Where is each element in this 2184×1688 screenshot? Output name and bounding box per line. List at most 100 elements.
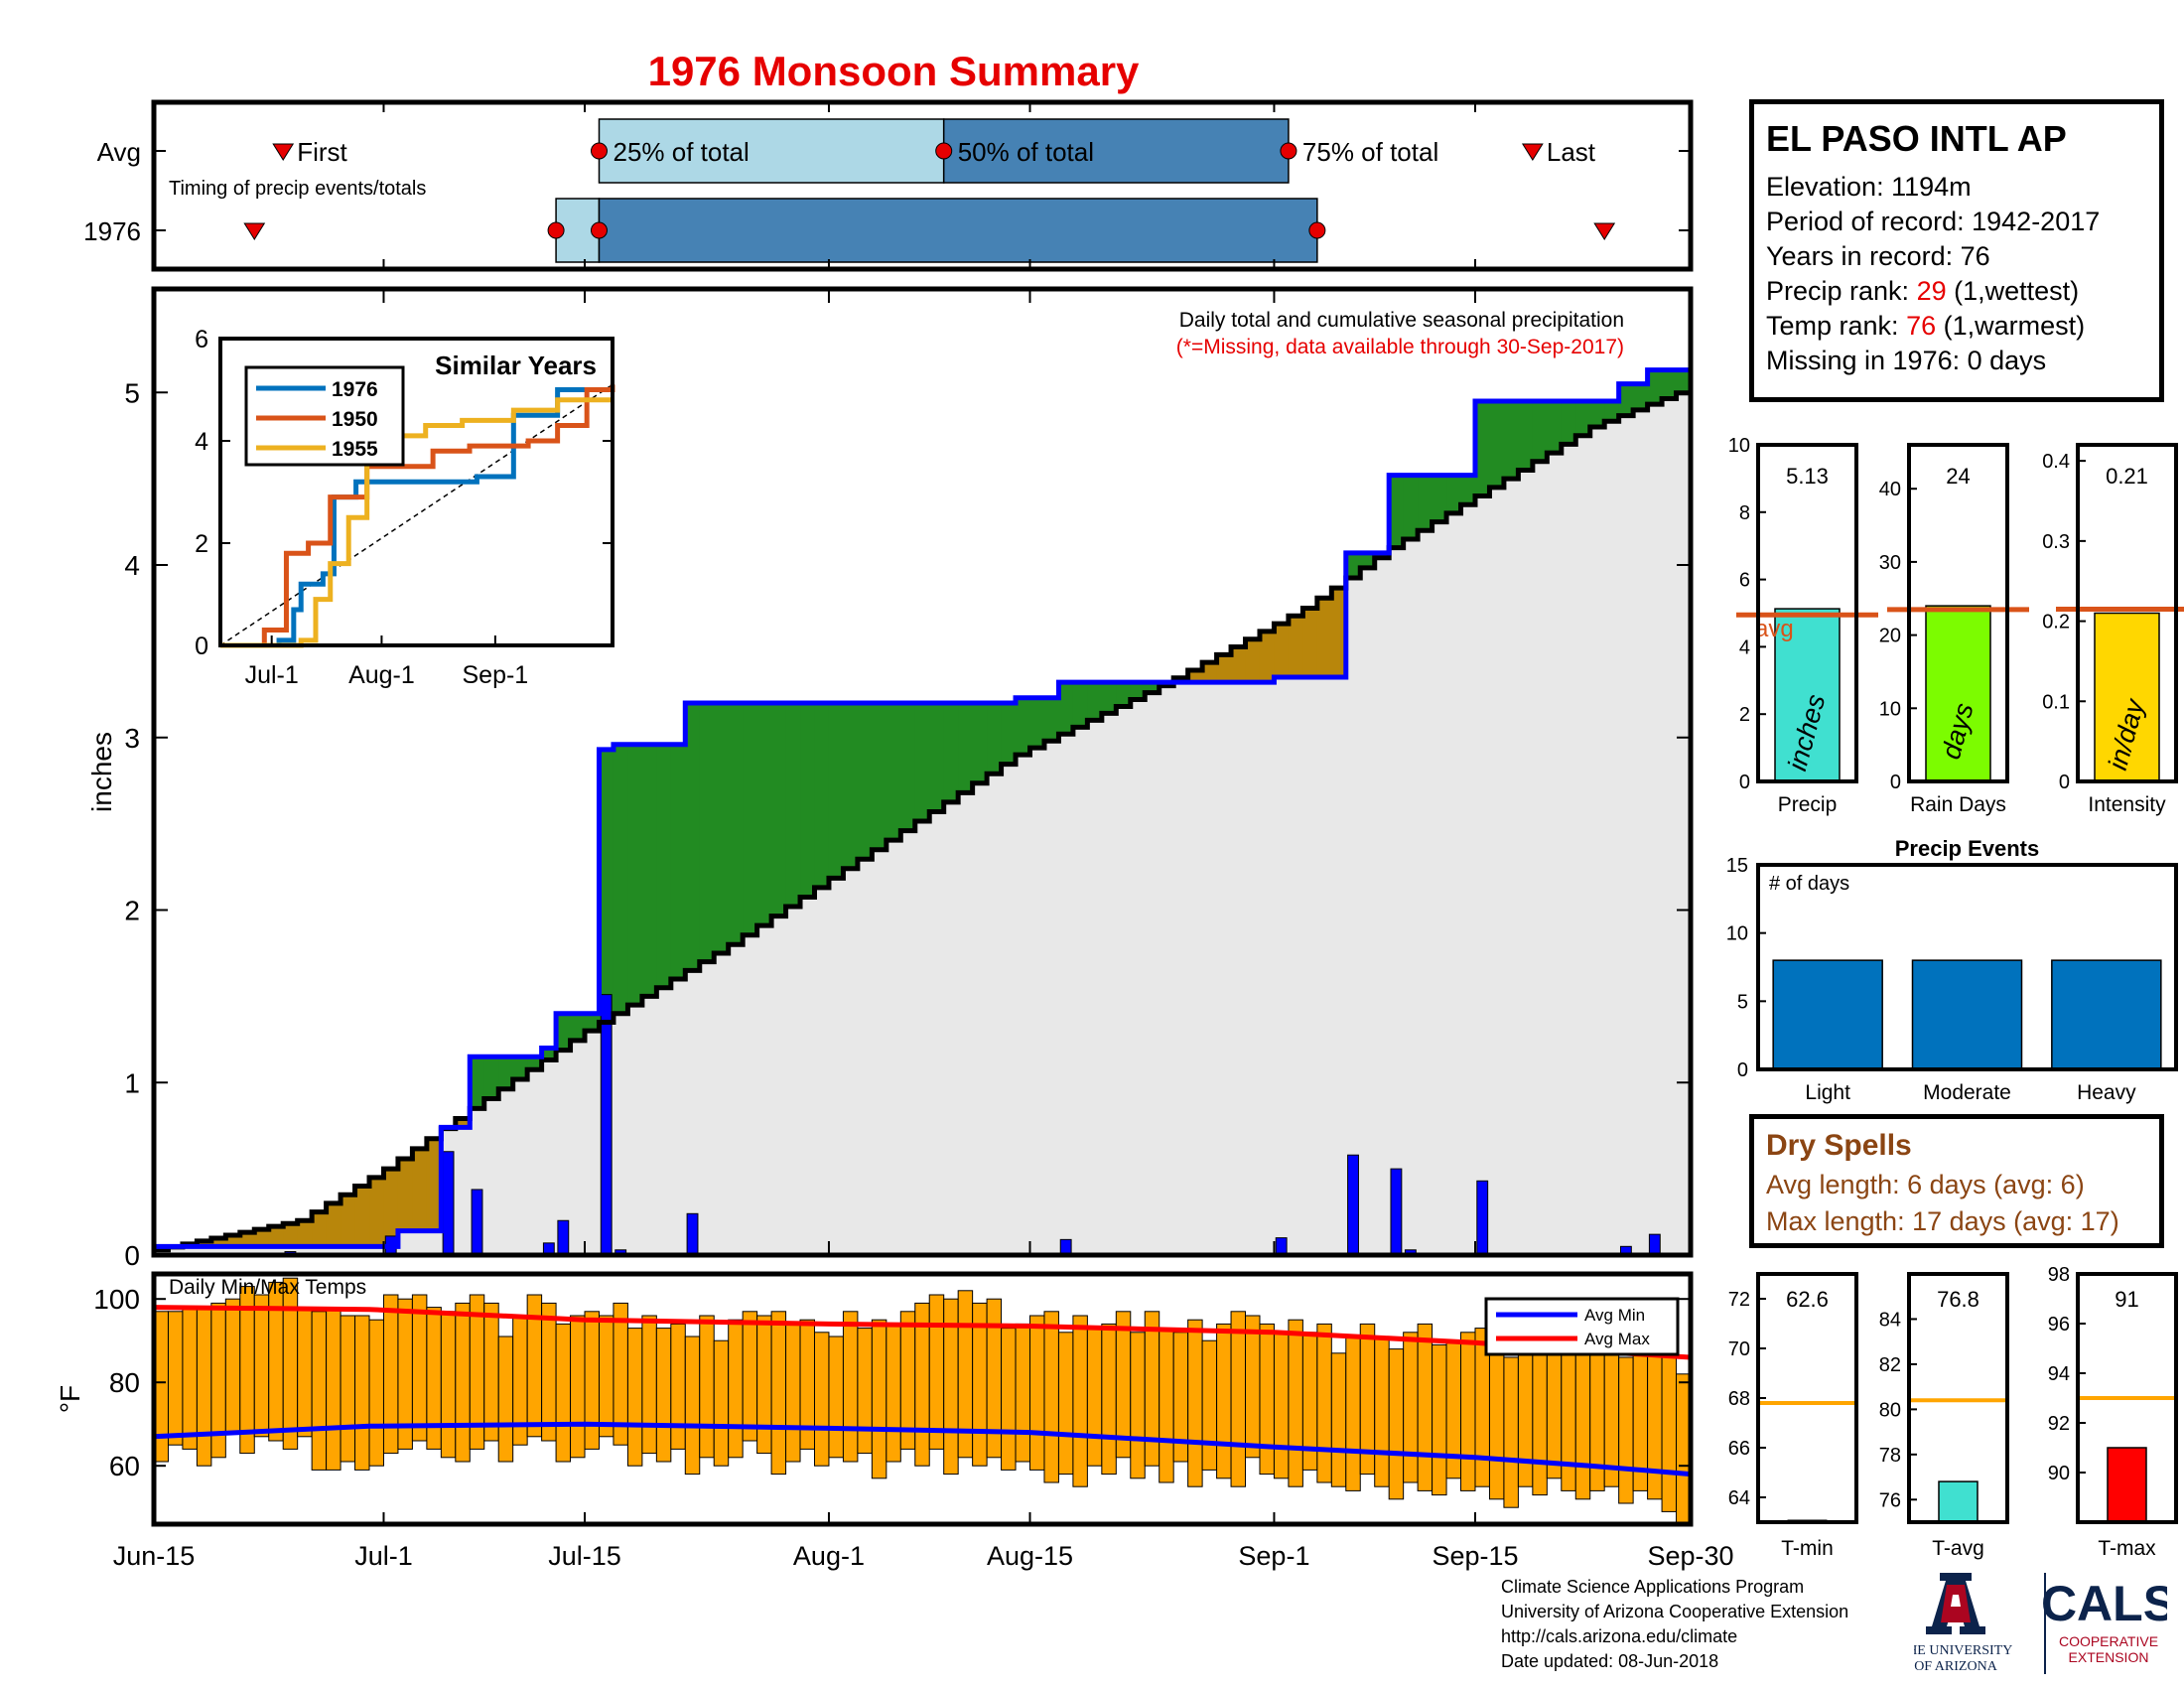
daily-temp-bar [1015, 1323, 1031, 1463]
similar-years-legend-label: 1955 [332, 438, 378, 461]
deficit-area [1274, 624, 1290, 677]
daily-temp-bar [770, 1311, 787, 1476]
daily-temp-bar [570, 1315, 586, 1459]
arizona-a-logo-counter [1951, 1595, 1961, 1607]
similar-years-xtick-label: Jul-1 [245, 661, 299, 689]
precip-rank-value: 29 [1916, 276, 1947, 306]
timing-point-p25 [547, 221, 565, 239]
surplus-area [1432, 475, 1447, 522]
daily-temp-bar [1330, 1352, 1347, 1487]
temp-summary-ytick-label: 70 [1728, 1338, 1750, 1360]
daily-temp-bar [742, 1311, 758, 1442]
temp-summary-ytick-label: 78 [1879, 1445, 1901, 1467]
surplus-area [886, 703, 901, 841]
temp-rank-note: (1,warmest) [1943, 311, 2086, 341]
temps-panel-frame [151, 1271, 1694, 1527]
temp-summary-ytick-label: 82 [1879, 1354, 1901, 1376]
season-total-ytick-label: 6 [1739, 570, 1750, 592]
timing-note: Timing of precip events/totals [169, 178, 426, 200]
missing-label: Missing in 1976: [1766, 346, 1961, 375]
surplus-area [1460, 475, 1476, 505]
surplus-area [1518, 400, 1534, 471]
similar-years-legend-label: 1976 [332, 378, 378, 401]
daily-precip-bar [442, 1151, 455, 1256]
season-total-ytick-label: 0.1 [2042, 691, 2070, 713]
surplus-area [627, 744, 643, 1006]
daily-precip-bar [1347, 1154, 1359, 1256]
daily-temp-bar [871, 1319, 887, 1479]
season-total-avg-label: avg [1755, 616, 1794, 642]
cumulative-panel-frame [151, 286, 1694, 1258]
deficit-area [326, 1202, 341, 1247]
daily-temp-bar [1187, 1319, 1203, 1487]
credits-line-date: Date updated: 08-Jun-2018 [1501, 1651, 1719, 1671]
daily-temp-bar [1288, 1319, 1303, 1487]
daily-temp-bar [1201, 1339, 1218, 1471]
daily-temp-bar [713, 1339, 730, 1467]
daily-temp-bar [1273, 1332, 1290, 1479]
surplus-area [470, 1056, 485, 1109]
season-total-frame [1756, 443, 1858, 783]
season-total-label: Rain Days [1910, 793, 2006, 816]
surplus-area [1058, 682, 1074, 735]
temp-summary-ytick-label: 92 [2048, 1413, 2070, 1435]
credits-line-program: Climate Science Applications Program [1501, 1577, 1805, 1597]
temp-rank-line: Temp rank: 76 (1,warmest) [1766, 309, 2147, 344]
dry-spells-title: Dry Spells [1766, 1129, 1912, 1162]
season-total-ytick-label: 40 [1879, 479, 1901, 500]
surplus-area [556, 1013, 572, 1051]
temp-summary-value: 62.6 [1786, 1287, 1829, 1312]
timing-marker-last [1593, 222, 1616, 240]
daily-temp-bar [914, 1302, 930, 1467]
timing-bar-25-50 [598, 118, 945, 184]
surplus-area [1101, 682, 1117, 714]
surplus-area [1016, 697, 1031, 756]
daily-temp-bar [440, 1311, 457, 1459]
cumulative-difference-areas [154, 369, 1692, 1250]
cumulative-ytick-label: 2 [124, 896, 140, 926]
similar-years-ytick-label: 4 [195, 428, 208, 456]
precip-events-ytick-label: 5 [1737, 991, 1748, 1013]
daily-temp-bar [670, 1323, 686, 1450]
similar-years-xtick-label: Aug-1 [348, 661, 415, 689]
timing-label-75: 75% of total [1302, 137, 1438, 167]
daily-precip-bar [557, 1219, 570, 1256]
surplus-area [1604, 400, 1620, 422]
daily-temp-bar [857, 1328, 873, 1455]
avg-min-line [153, 1421, 1692, 1477]
season-total-label: Intensity [2088, 793, 2166, 816]
surplus-area [929, 703, 945, 812]
daily-temp-bar [886, 1323, 901, 1463]
daily-temp-bar [253, 1294, 270, 1438]
deficit-area [455, 1118, 471, 1128]
daily-temp-bar [699, 1315, 715, 1459]
daily-temp-bar [555, 1323, 572, 1463]
surplus-area [1575, 400, 1591, 436]
similar-years-ytick-label: 6 [195, 326, 208, 353]
surplus-area [613, 744, 629, 1014]
season-total-bar [1774, 608, 1841, 782]
precip-events-frame [1756, 863, 2178, 1071]
credits-line-url[interactable]: http://cals.arizona.edu/climate [1501, 1626, 1738, 1646]
daily-temp-bar [311, 1311, 328, 1471]
temp-summary-label: T-avg [1932, 1537, 1984, 1560]
daily-temp-bar [828, 1336, 844, 1459]
daily-precip-bar [1275, 1237, 1288, 1256]
temps-title: Daily Min/Max Temps [169, 1276, 366, 1299]
daily-temp-bar [541, 1302, 557, 1442]
credits: Climate Science Applications Program Uni… [1501, 1575, 1848, 1674]
deficit-area [1202, 662, 1218, 683]
season-total-ytick-label: 20 [1879, 626, 1901, 647]
surplus-area [1087, 682, 1103, 721]
precip-events-ylabel: # of days [1769, 873, 1849, 895]
temp-summary-bar [1938, 1480, 1979, 1523]
surplus-area [743, 703, 758, 935]
temp-summary-label: T-min [1781, 1537, 1834, 1560]
period-line: Period of record: 1942-2017 [1766, 205, 2147, 239]
surplus-area [498, 1056, 514, 1089]
surplus-area [785, 703, 801, 908]
surplus-area [599, 749, 614, 1023]
temp-rank-label: Temp rank: [1766, 311, 1899, 341]
timing-point-p50 [935, 142, 953, 160]
surplus-area [828, 703, 845, 879]
